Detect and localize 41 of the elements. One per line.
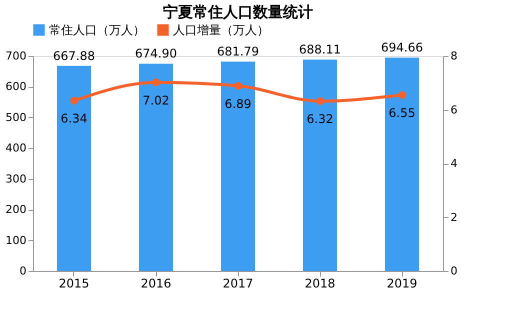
chart-title: 宁夏常住人口数量统计	[163, 3, 313, 21]
data-label: 688.11	[299, 42, 341, 57]
x-tick-label: 2018	[304, 276, 336, 290]
point	[316, 97, 324, 106]
data-label: 6.55	[388, 106, 416, 120]
y-tick-label: 100	[6, 234, 26, 247]
y-tick-label: 600	[6, 80, 26, 94]
y-tick-label: 400	[6, 142, 26, 155]
bar	[221, 62, 255, 271]
point	[234, 82, 242, 90]
data-label: 7.02	[142, 93, 170, 108]
data-label: 667.88	[53, 48, 95, 63]
x-tick-label: 2016	[140, 276, 172, 290]
data-label: 681.79	[217, 44, 259, 59]
x-tick-label: 2015	[58, 276, 90, 290]
y-tick-label: 0	[20, 264, 26, 278]
point	[152, 78, 160, 86]
data-label: 6.34	[60, 112, 88, 126]
legend-label: 人口增量（万人）	[173, 23, 269, 37]
legend-label: 常住人口（万人）	[49, 23, 145, 37]
point	[398, 91, 406, 99]
x-tick-label: 2017	[222, 276, 254, 290]
bar	[385, 58, 419, 271]
y-tick-label: 300	[6, 172, 26, 186]
data-label: 6.32	[306, 112, 334, 126]
data-label: 694.66	[381, 40, 423, 55]
bar	[303, 60, 337, 271]
x-tick-label: 2019	[386, 276, 418, 290]
y2-tick-label: 8	[450, 50, 458, 62]
data-label: 6.89	[224, 96, 252, 111]
data-label: 674.90	[135, 46, 177, 61]
y-tick-label: 200	[6, 203, 26, 216]
y2-tick-label: 0	[450, 264, 458, 278]
y2-tick-label: 2	[450, 210, 458, 224]
bar	[139, 64, 173, 271]
y2-tick-label: 4	[450, 157, 458, 170]
y2-tick-label: 6	[450, 103, 458, 116]
bar	[57, 66, 91, 271]
point	[70, 96, 78, 104]
y-tick-label: 700	[6, 50, 26, 62]
y-tick-label: 500	[6, 110, 26, 124]
